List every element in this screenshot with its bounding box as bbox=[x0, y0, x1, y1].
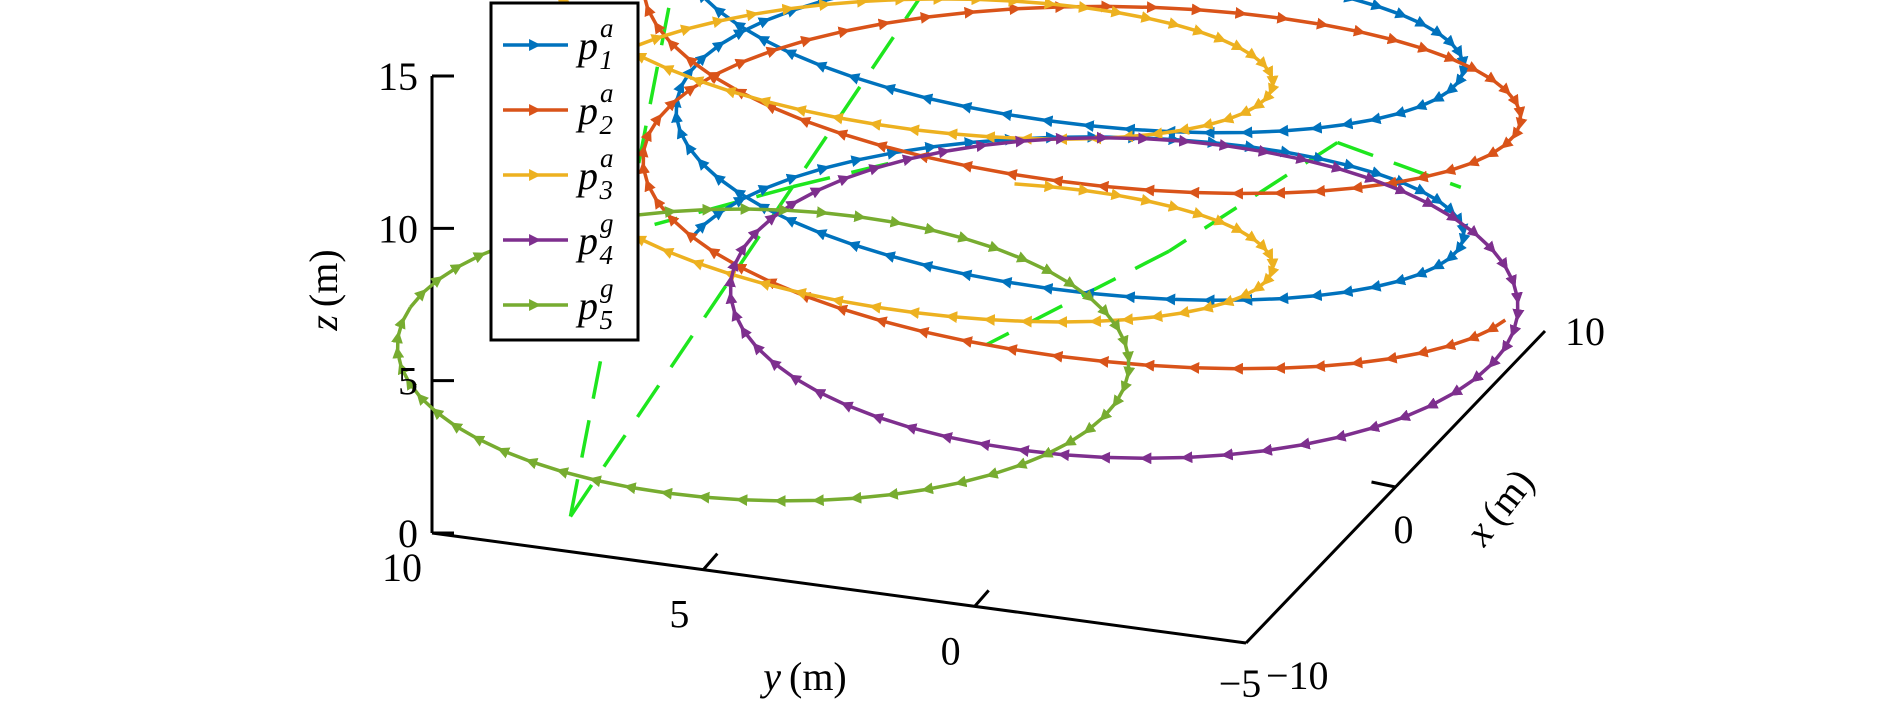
legend: pa 1pa 2pa 3pg 4pg 5 bbox=[489, 1, 640, 342]
legend-label-4: pg 4 bbox=[575, 208, 614, 270]
z-tick-label: 15 bbox=[378, 54, 418, 99]
legend-label-2: pa 2 bbox=[575, 78, 614, 140]
z-tick-label: 10 bbox=[378, 206, 418, 251]
series-layer bbox=[391, 0, 1528, 507]
z-tick-label: 5 bbox=[398, 359, 418, 404]
y-tick-label: 5 bbox=[669, 592, 689, 637]
y-tick bbox=[702, 552, 719, 571]
x-tick-label: 10 bbox=[1565, 309, 1605, 354]
y-tick-label: −5 bbox=[1219, 661, 1262, 706]
x-tick-label: 0 bbox=[1394, 507, 1414, 552]
legend-label-5: pg 5 bbox=[575, 273, 614, 335]
series-line-5 bbox=[391, 203, 1136, 507]
y-tick-label: 0 bbox=[941, 628, 961, 673]
x-tick-label: −10 bbox=[1266, 653, 1329, 698]
y-tick bbox=[973, 589, 990, 608]
x-tick bbox=[1371, 480, 1396, 489]
x-axis-label: x(m) bbox=[1455, 460, 1543, 554]
legend-label-3: pa 3 bbox=[575, 143, 614, 205]
y-tick-label: 10 bbox=[382, 545, 422, 590]
legend-box bbox=[489, 1, 640, 342]
y-axis-line bbox=[431, 531, 1247, 645]
z-axis-label: z(m) bbox=[301, 249, 346, 331]
z-tick-label: 0 bbox=[398, 511, 418, 556]
y-axis-label: y (m) bbox=[759, 654, 847, 699]
legend-label-1: pa 1 bbox=[575, 13, 614, 75]
